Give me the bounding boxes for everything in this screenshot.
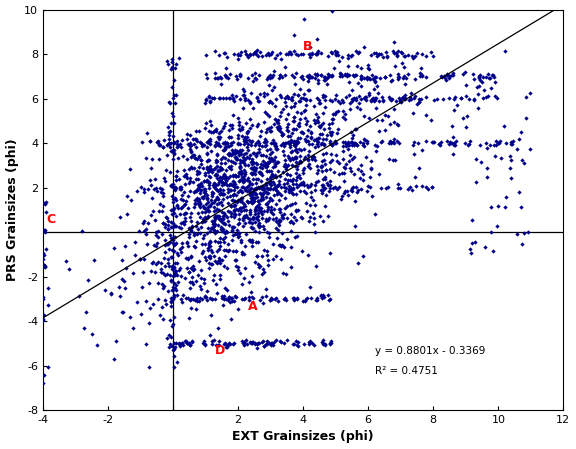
Text: D: D [215,344,226,357]
X-axis label: EXT Grainsizes (phi): EXT Grainsizes (phi) [232,431,374,444]
Text: A: A [248,300,257,313]
Y-axis label: PRS Grainsizes (phi): PRS Grainsizes (phi) [6,138,18,281]
Text: C: C [46,213,55,226]
Text: R² = 0.4751: R² = 0.4751 [375,366,438,376]
Text: y = 0.8801x - 0.3369: y = 0.8801x - 0.3369 [375,347,485,357]
Text: B: B [303,40,313,53]
